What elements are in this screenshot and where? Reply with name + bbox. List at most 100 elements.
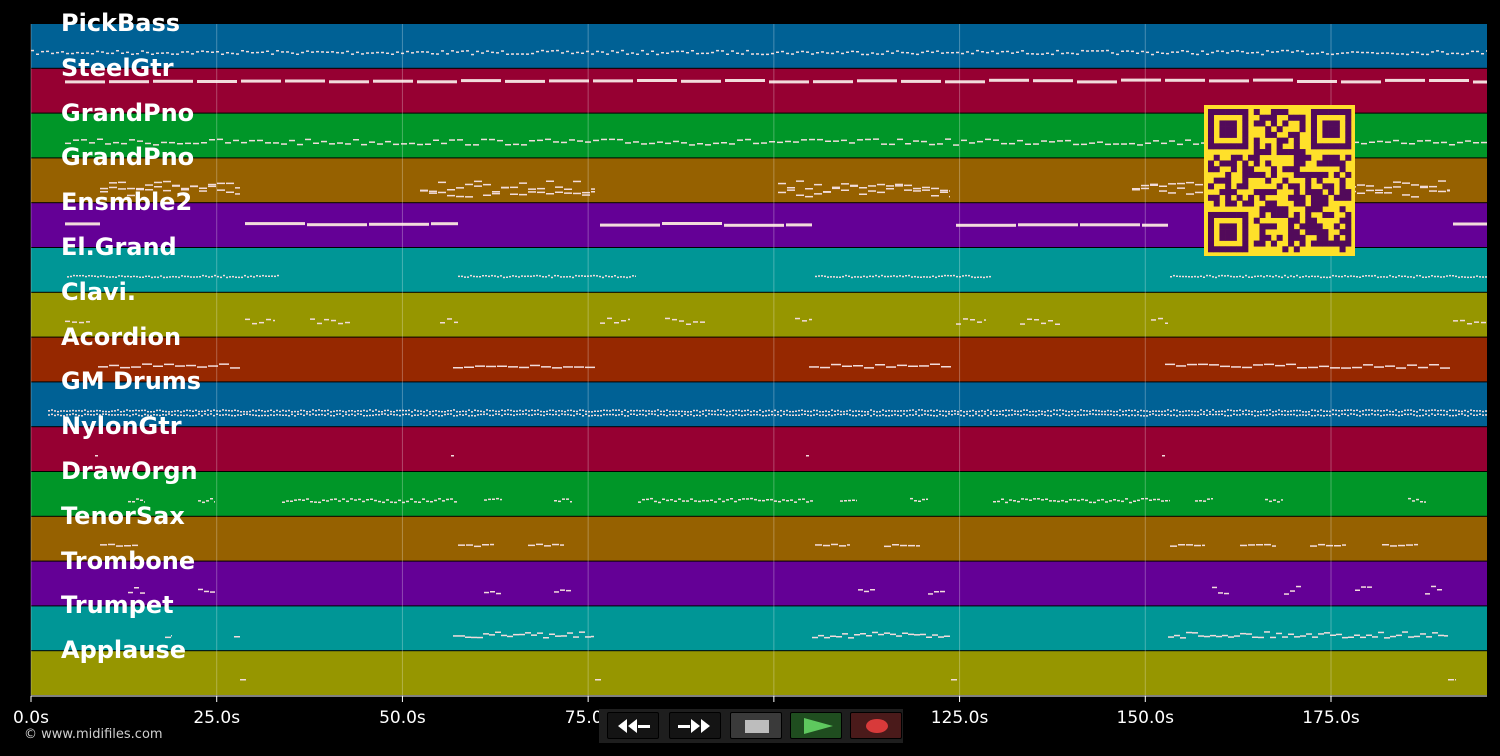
note (654, 410, 656, 412)
note (1413, 414, 1415, 416)
stop-button[interactable] (730, 712, 782, 739)
note (376, 51, 379, 54)
note (206, 500, 209, 502)
note (1350, 413, 1352, 415)
note (1438, 634, 1444, 637)
note (887, 275, 889, 278)
qr-module (1208, 234, 1215, 241)
note (1008, 414, 1010, 416)
note (1401, 53, 1404, 55)
note (567, 413, 569, 416)
note (154, 276, 156, 278)
note (774, 414, 776, 417)
note (1197, 414, 1199, 417)
note (953, 144, 959, 146)
note (999, 413, 1001, 415)
note (1086, 410, 1088, 412)
note (956, 275, 958, 278)
note (684, 410, 686, 413)
note (249, 139, 255, 142)
note (456, 414, 458, 417)
record-button[interactable] (850, 712, 902, 739)
note (627, 411, 629, 413)
note (1128, 415, 1130, 417)
note (1122, 410, 1124, 413)
qr-code[interactable] (1204, 105, 1355, 256)
note (1421, 53, 1424, 56)
note (102, 413, 104, 415)
note (818, 634, 824, 637)
note (232, 275, 234, 278)
note (515, 275, 517, 278)
note (765, 410, 767, 412)
fast-forward-button[interactable] (669, 712, 721, 739)
note (1431, 51, 1434, 53)
qr-module (1282, 149, 1289, 156)
note (582, 409, 584, 412)
note (1170, 276, 1172, 278)
note (135, 413, 137, 415)
rewind-button[interactable] (607, 712, 659, 739)
qr-module (1339, 246, 1346, 253)
note (336, 410, 338, 412)
note (762, 411, 764, 413)
note (1467, 415, 1469, 417)
note (1231, 50, 1234, 52)
note (171, 53, 174, 55)
note (78, 409, 80, 412)
note (497, 276, 499, 278)
note (908, 274, 910, 277)
note (573, 636, 579, 638)
note (153, 410, 155, 413)
note (1281, 49, 1284, 52)
note (1290, 413, 1292, 416)
note (422, 498, 425, 500)
note (537, 413, 539, 415)
note (321, 413, 323, 416)
note (996, 414, 998, 416)
note (926, 276, 928, 278)
note (306, 50, 309, 52)
note (966, 51, 969, 53)
note (1033, 498, 1036, 500)
note (1467, 323, 1472, 325)
note (1476, 410, 1478, 412)
note (1149, 411, 1151, 413)
note (949, 190, 950, 192)
note (196, 276, 198, 278)
note (796, 194, 804, 196)
note (96, 413, 98, 415)
note (410, 498, 413, 500)
note (204, 590, 209, 593)
note (446, 498, 449, 501)
note (1251, 410, 1253, 413)
note (573, 410, 575, 412)
note (1460, 319, 1465, 322)
note (737, 139, 743, 141)
play-button[interactable] (790, 712, 842, 739)
note (250, 275, 252, 277)
note (1281, 410, 1283, 413)
note (501, 187, 509, 189)
note (836, 636, 842, 638)
note (939, 413, 941, 416)
note (1413, 410, 1415, 412)
note (253, 276, 255, 278)
note (628, 318, 630, 321)
note (815, 275, 817, 278)
note (1486, 50, 1487, 52)
note (189, 409, 191, 412)
note (1230, 414, 1232, 417)
note (430, 501, 433, 503)
qr-module (1310, 223, 1317, 230)
note (354, 499, 357, 501)
note (537, 409, 539, 411)
note (762, 499, 765, 502)
note (91, 275, 93, 277)
note (1440, 367, 1450, 369)
note (1330, 367, 1340, 369)
note (915, 410, 917, 413)
note (1398, 414, 1400, 417)
note (66, 52, 69, 55)
note (902, 275, 904, 278)
